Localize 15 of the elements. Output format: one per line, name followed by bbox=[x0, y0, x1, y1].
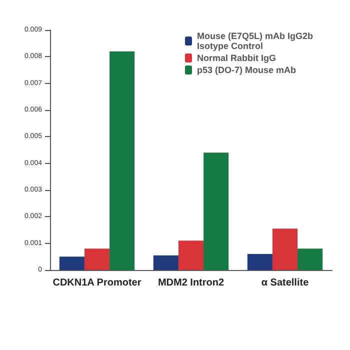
bar bbox=[110, 51, 135, 270]
x-tick-label: MDM2 Intron2 bbox=[158, 278, 224, 288]
legend-label: p53 (DO-7) Mouse mAb bbox=[197, 65, 297, 75]
bar bbox=[178, 240, 204, 270]
bar bbox=[247, 254, 272, 270]
bar bbox=[59, 256, 84, 270]
legend-label: Normal Rabbit IgG bbox=[197, 53, 276, 63]
legend-label: Mouse (E7Q5L) mAb IgG2b Isotype Control bbox=[197, 31, 316, 51]
bar bbox=[298, 248, 323, 270]
bar bbox=[153, 255, 178, 270]
x-tick-label: CDKN1A Promoter bbox=[52, 278, 142, 288]
bar bbox=[272, 228, 298, 270]
bar bbox=[204, 152, 229, 270]
x-tick-label: α Satellite bbox=[261, 278, 310, 288]
bar bbox=[84, 248, 110, 270]
